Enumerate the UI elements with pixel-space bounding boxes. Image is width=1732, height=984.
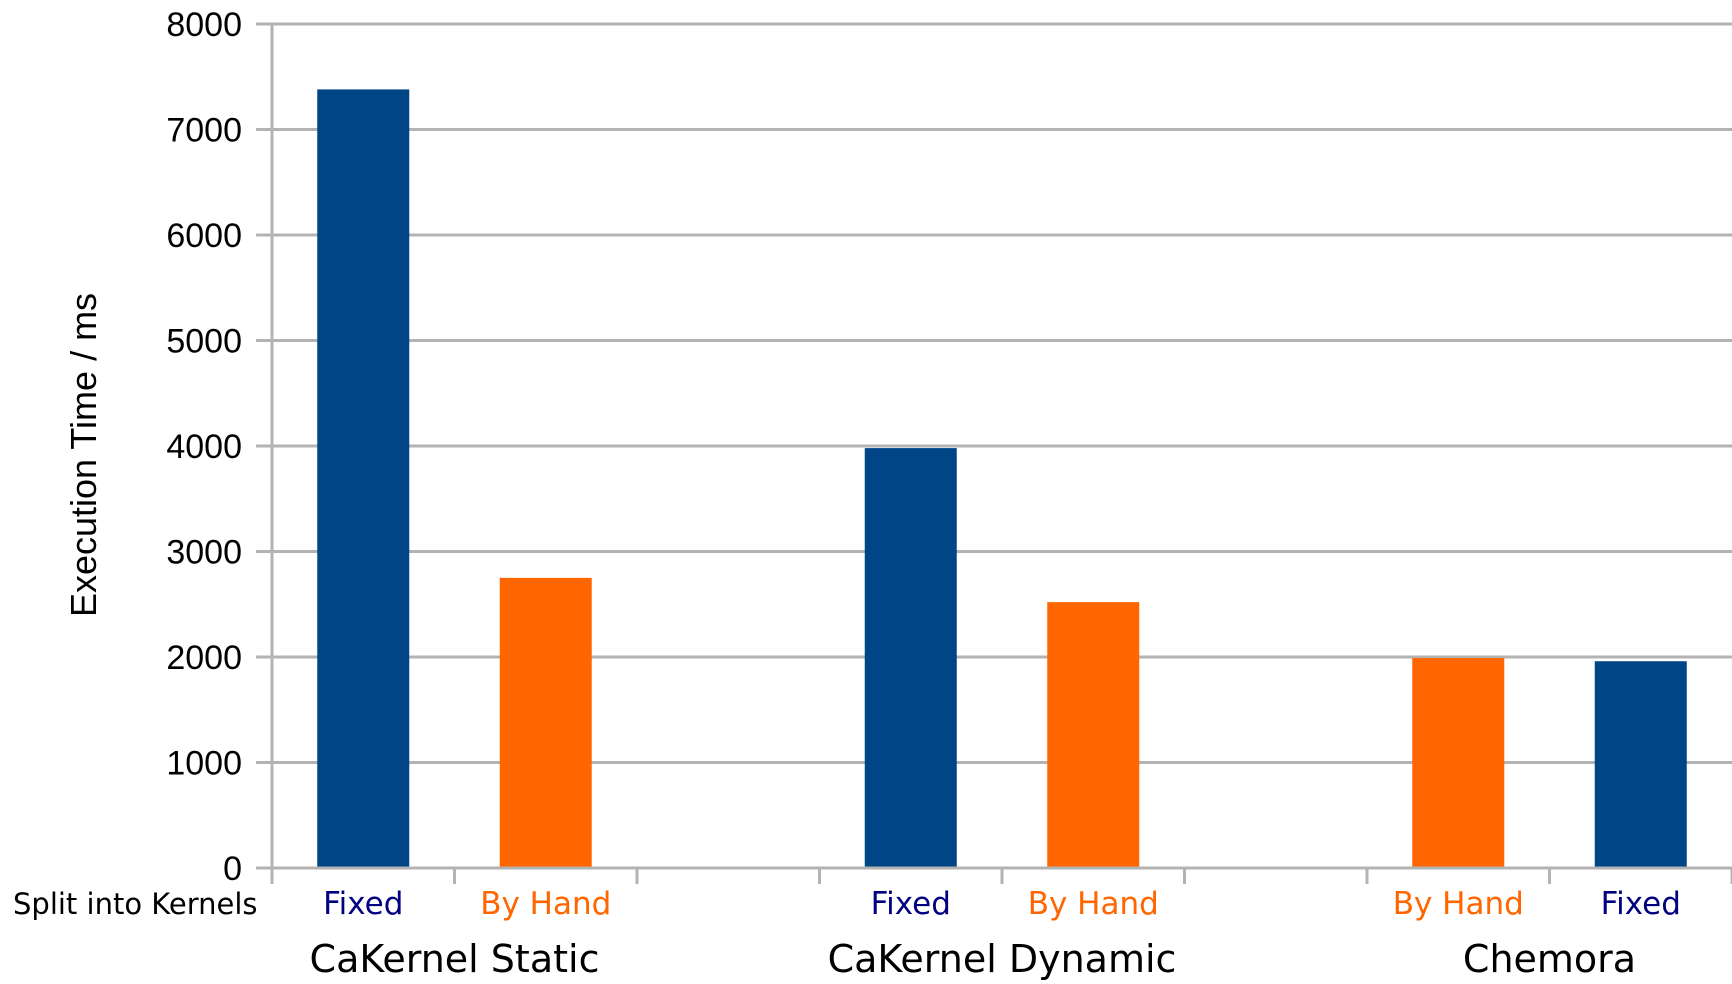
bar-category-label: By Hand <box>1393 886 1524 922</box>
y-tick-label: 5000 <box>166 323 242 361</box>
y-tick-label: 1000 <box>166 745 242 783</box>
bar-category-label: Fixed <box>871 886 951 922</box>
bar <box>864 448 957 868</box>
y-tick-label: 2000 <box>166 639 242 677</box>
group-label: CaKernel Dynamic <box>828 937 1177 981</box>
bar <box>1594 661 1687 868</box>
bar <box>499 577 592 868</box>
bar <box>1047 602 1140 868</box>
y-tick-label: 3000 <box>166 534 242 572</box>
bar <box>1412 658 1505 868</box>
y-tick-label: 7000 <box>166 112 242 150</box>
bar-category-label: Fixed <box>323 886 403 922</box>
x-labels: Fixed By Hand CaKernel Static Fixed By Hand C… <box>310 886 1681 981</box>
axes <box>256 22 1732 884</box>
bar <box>317 89 410 868</box>
group-label: Chemora <box>1463 937 1636 981</box>
bar-category-label: By Hand <box>480 886 611 922</box>
bars <box>317 89 1687 868</box>
y-axis-label: Execution Time / ms <box>63 293 104 617</box>
y-tick-label: 4000 <box>166 428 242 466</box>
y-tick-label: 6000 <box>166 217 242 255</box>
y-tick-labels: 0 1000 2000 3000 4000 5000 6000 7000 8000 <box>166 6 242 888</box>
group-label: CaKernel Static <box>310 937 600 981</box>
row-label-split-into-kernels: Split into Kernels <box>13 887 258 921</box>
y-tick-label: 0 <box>223 850 242 888</box>
bar-category-label: Fixed <box>1601 886 1681 922</box>
grid-lines <box>272 22 1732 764</box>
bar-category-label: By Hand <box>1028 886 1159 922</box>
y-tick-label: 8000 <box>166 6 242 44</box>
